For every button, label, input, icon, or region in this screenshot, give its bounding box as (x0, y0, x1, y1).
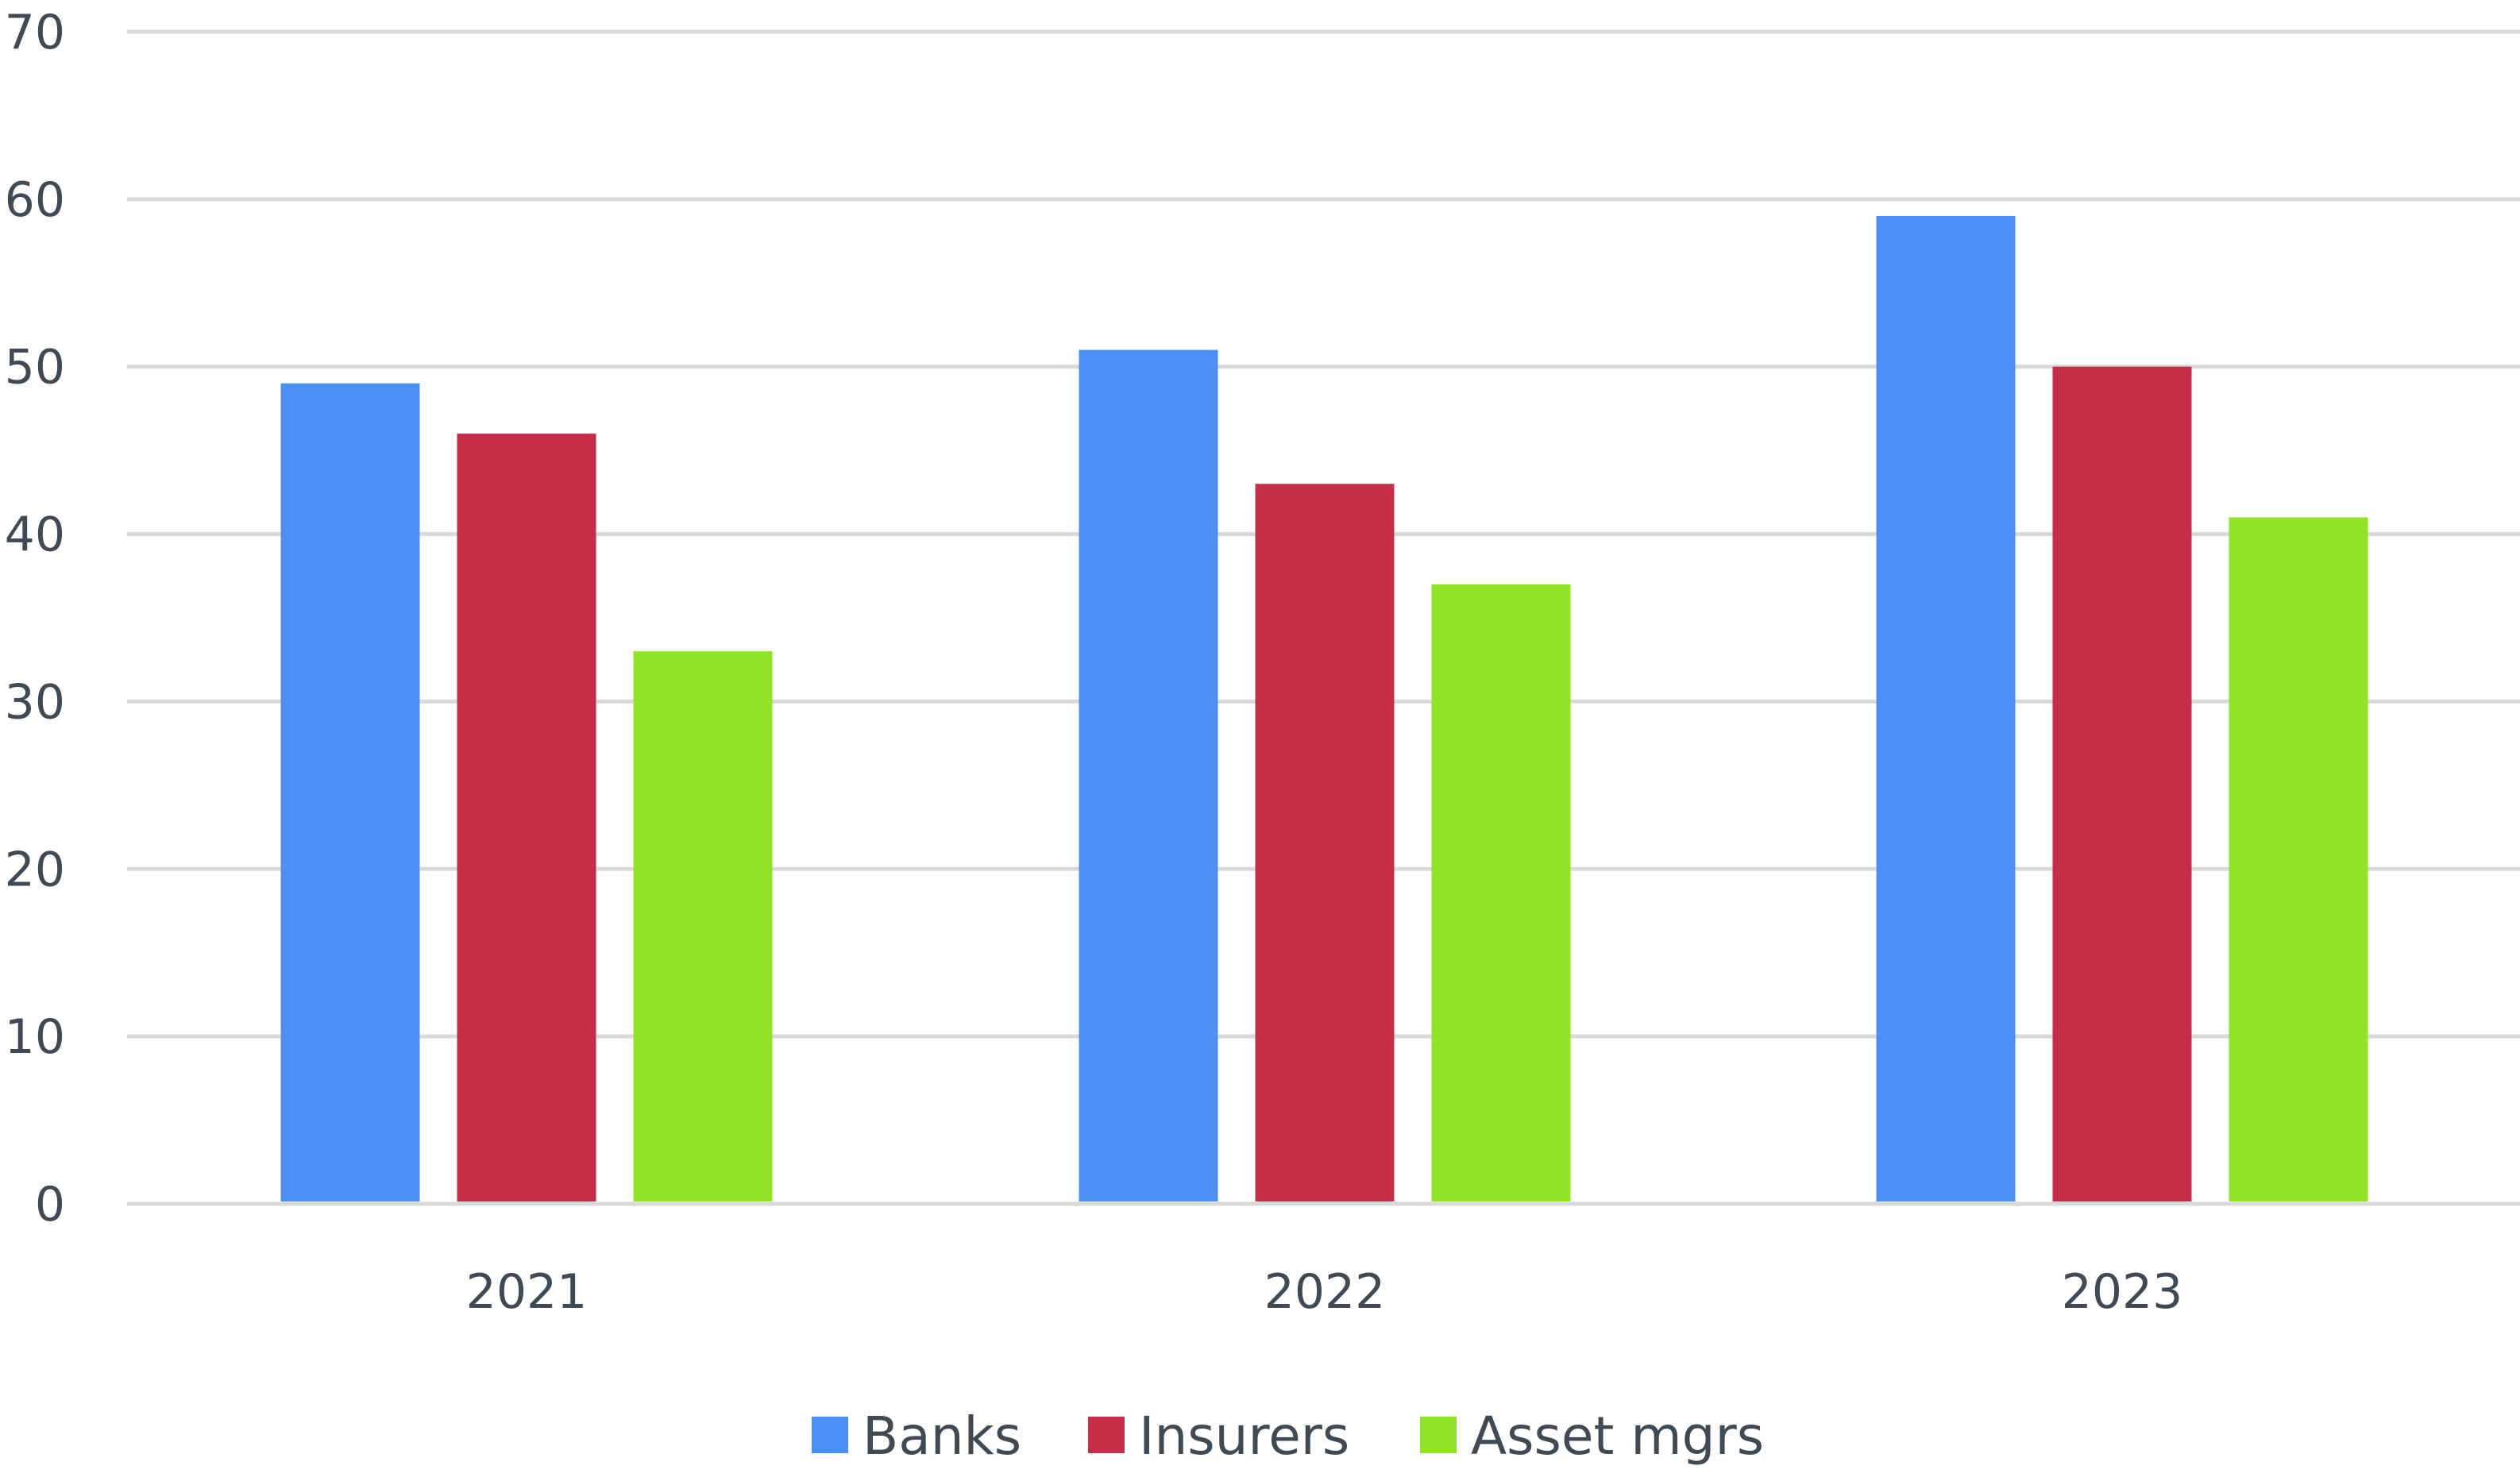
x-tick-label: 2022 (1264, 1264, 1386, 1320)
legend-swatch (1088, 1417, 1125, 1453)
bar-asset-mgrs-2023 (2229, 517, 2368, 1201)
legend: Banks Insurers Asset mgrs (812, 1406, 1764, 1467)
x-axis-tick-labels: 2021 2022 2023 (466, 1264, 2183, 1320)
bar-insurers-2023 (2052, 366, 2192, 1201)
bar-insurers-2022 (1255, 484, 1395, 1201)
y-tick-label: 40 (5, 507, 65, 563)
y-tick-label: 10 (5, 1009, 65, 1065)
legend-label: Banks (863, 1406, 1021, 1467)
y-tick-label: 0 (35, 1177, 65, 1232)
bar-asset-mgrs-2022 (1431, 584, 1571, 1201)
legend-item-insurers: Insurers (1088, 1406, 1349, 1467)
legend-swatch (1420, 1417, 1457, 1453)
legend-label: Insurers (1139, 1406, 1349, 1467)
legend-swatch (812, 1417, 848, 1453)
bar-banks-2021 (280, 383, 420, 1201)
legend-item-asset-mgrs: Asset mgrs (1420, 1406, 1764, 1467)
legend-label: Asset mgrs (1471, 1406, 1764, 1467)
bar-banks-2023 (1876, 215, 2016, 1201)
bar-banks-2022 (1079, 349, 1218, 1202)
y-tick-label: 20 (5, 842, 65, 897)
bars (280, 215, 2368, 1202)
y-tick-label: 30 (5, 674, 65, 730)
x-tick-label: 2023 (2062, 1264, 2183, 1320)
bar-asset-mgrs-2021 (633, 651, 773, 1201)
y-tick-label: 50 (5, 340, 65, 395)
legend-item-banks: Banks (812, 1406, 1021, 1467)
y-tick-label: 70 (5, 5, 65, 60)
bar-insurers-2021 (457, 434, 596, 1201)
x-tick-label: 2021 (466, 1264, 588, 1320)
y-axis-tick-labels: 0 10 20 30 40 50 60 70 (5, 5, 65, 1232)
y-tick-label: 60 (5, 172, 65, 228)
